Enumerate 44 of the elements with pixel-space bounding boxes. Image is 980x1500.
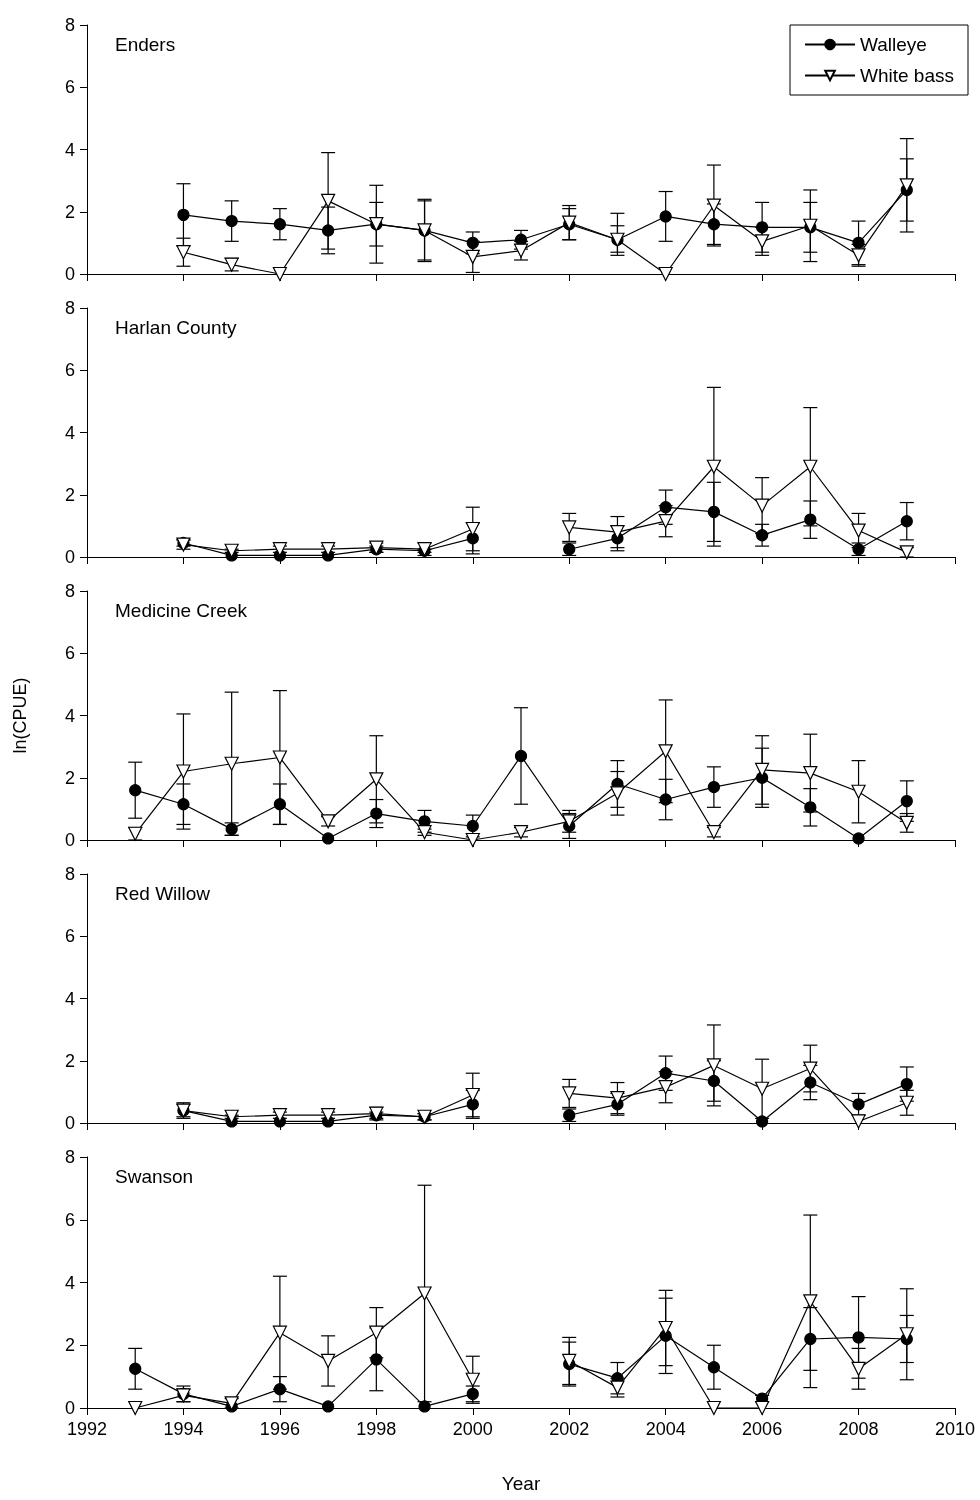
x-tick-label: 2002 bbox=[549, 1419, 590, 1439]
y-tick-label: 2 bbox=[64, 767, 75, 788]
chart-title: Swanson bbox=[115, 1166, 194, 1187]
legend-label: White bass bbox=[860, 65, 954, 86]
x-tick-label: 1994 bbox=[163, 1419, 204, 1439]
text: Red Willow bbox=[115, 883, 211, 904]
x-tick-label: 2004 bbox=[645, 1419, 686, 1439]
y-tick-label: 6 bbox=[64, 360, 75, 381]
y-tick-label: 0 bbox=[64, 547, 75, 567]
y-tick-label: 8 bbox=[64, 15, 75, 35]
y-tick-label: 8 bbox=[64, 1147, 75, 1167]
y-tick-label: 2 bbox=[64, 1335, 75, 1356]
y-tick-label: 2 bbox=[64, 201, 75, 222]
text: Medicine Creek bbox=[115, 600, 248, 621]
y-tick-label: 2 bbox=[64, 1050, 75, 1071]
legend-label: Walleye bbox=[860, 34, 927, 55]
y-tick-label: 4 bbox=[64, 988, 75, 1009]
y-tick-label: 0 bbox=[64, 264, 75, 284]
y-tick-label: 4 bbox=[64, 1272, 75, 1293]
y-tick-label: 0 bbox=[64, 830, 75, 850]
y-tick-label: 4 bbox=[64, 422, 75, 443]
y-tick-label: 6 bbox=[64, 926, 75, 947]
x-tick-label: 1992 bbox=[66, 1419, 108, 1439]
x-tick-label: 2006 bbox=[742, 1419, 783, 1439]
y-tick-label: 6 bbox=[64, 1209, 75, 1230]
x-tick-label: 2008 bbox=[838, 1419, 879, 1439]
text: Enders bbox=[115, 34, 176, 55]
x-axis-title: Year bbox=[501, 1473, 541, 1494]
y-tick-label: 4 bbox=[64, 705, 75, 726]
y-tick-label: 0 bbox=[64, 1113, 75, 1133]
y-tick-label: 0 bbox=[64, 1398, 75, 1418]
y-tick-label: 6 bbox=[64, 77, 75, 98]
y-tick-label: 2 bbox=[64, 484, 75, 505]
y-tick-label: 6 bbox=[64, 643, 75, 664]
y-tick-label: 8 bbox=[64, 864, 75, 884]
y-tick-label: 4 bbox=[64, 139, 75, 160]
y-tick-label: 8 bbox=[64, 298, 75, 318]
x-tick-label: 2010 bbox=[934, 1419, 976, 1439]
x-tick-label: 1998 bbox=[356, 1419, 397, 1439]
y-tick-label: 8 bbox=[64, 581, 75, 601]
y-axis-title: ln(CPUE) bbox=[10, 677, 30, 754]
x-tick-label: 1996 bbox=[259, 1419, 300, 1439]
text: Harlan County bbox=[115, 317, 237, 338]
x-tick-label: 2000 bbox=[452, 1419, 493, 1439]
